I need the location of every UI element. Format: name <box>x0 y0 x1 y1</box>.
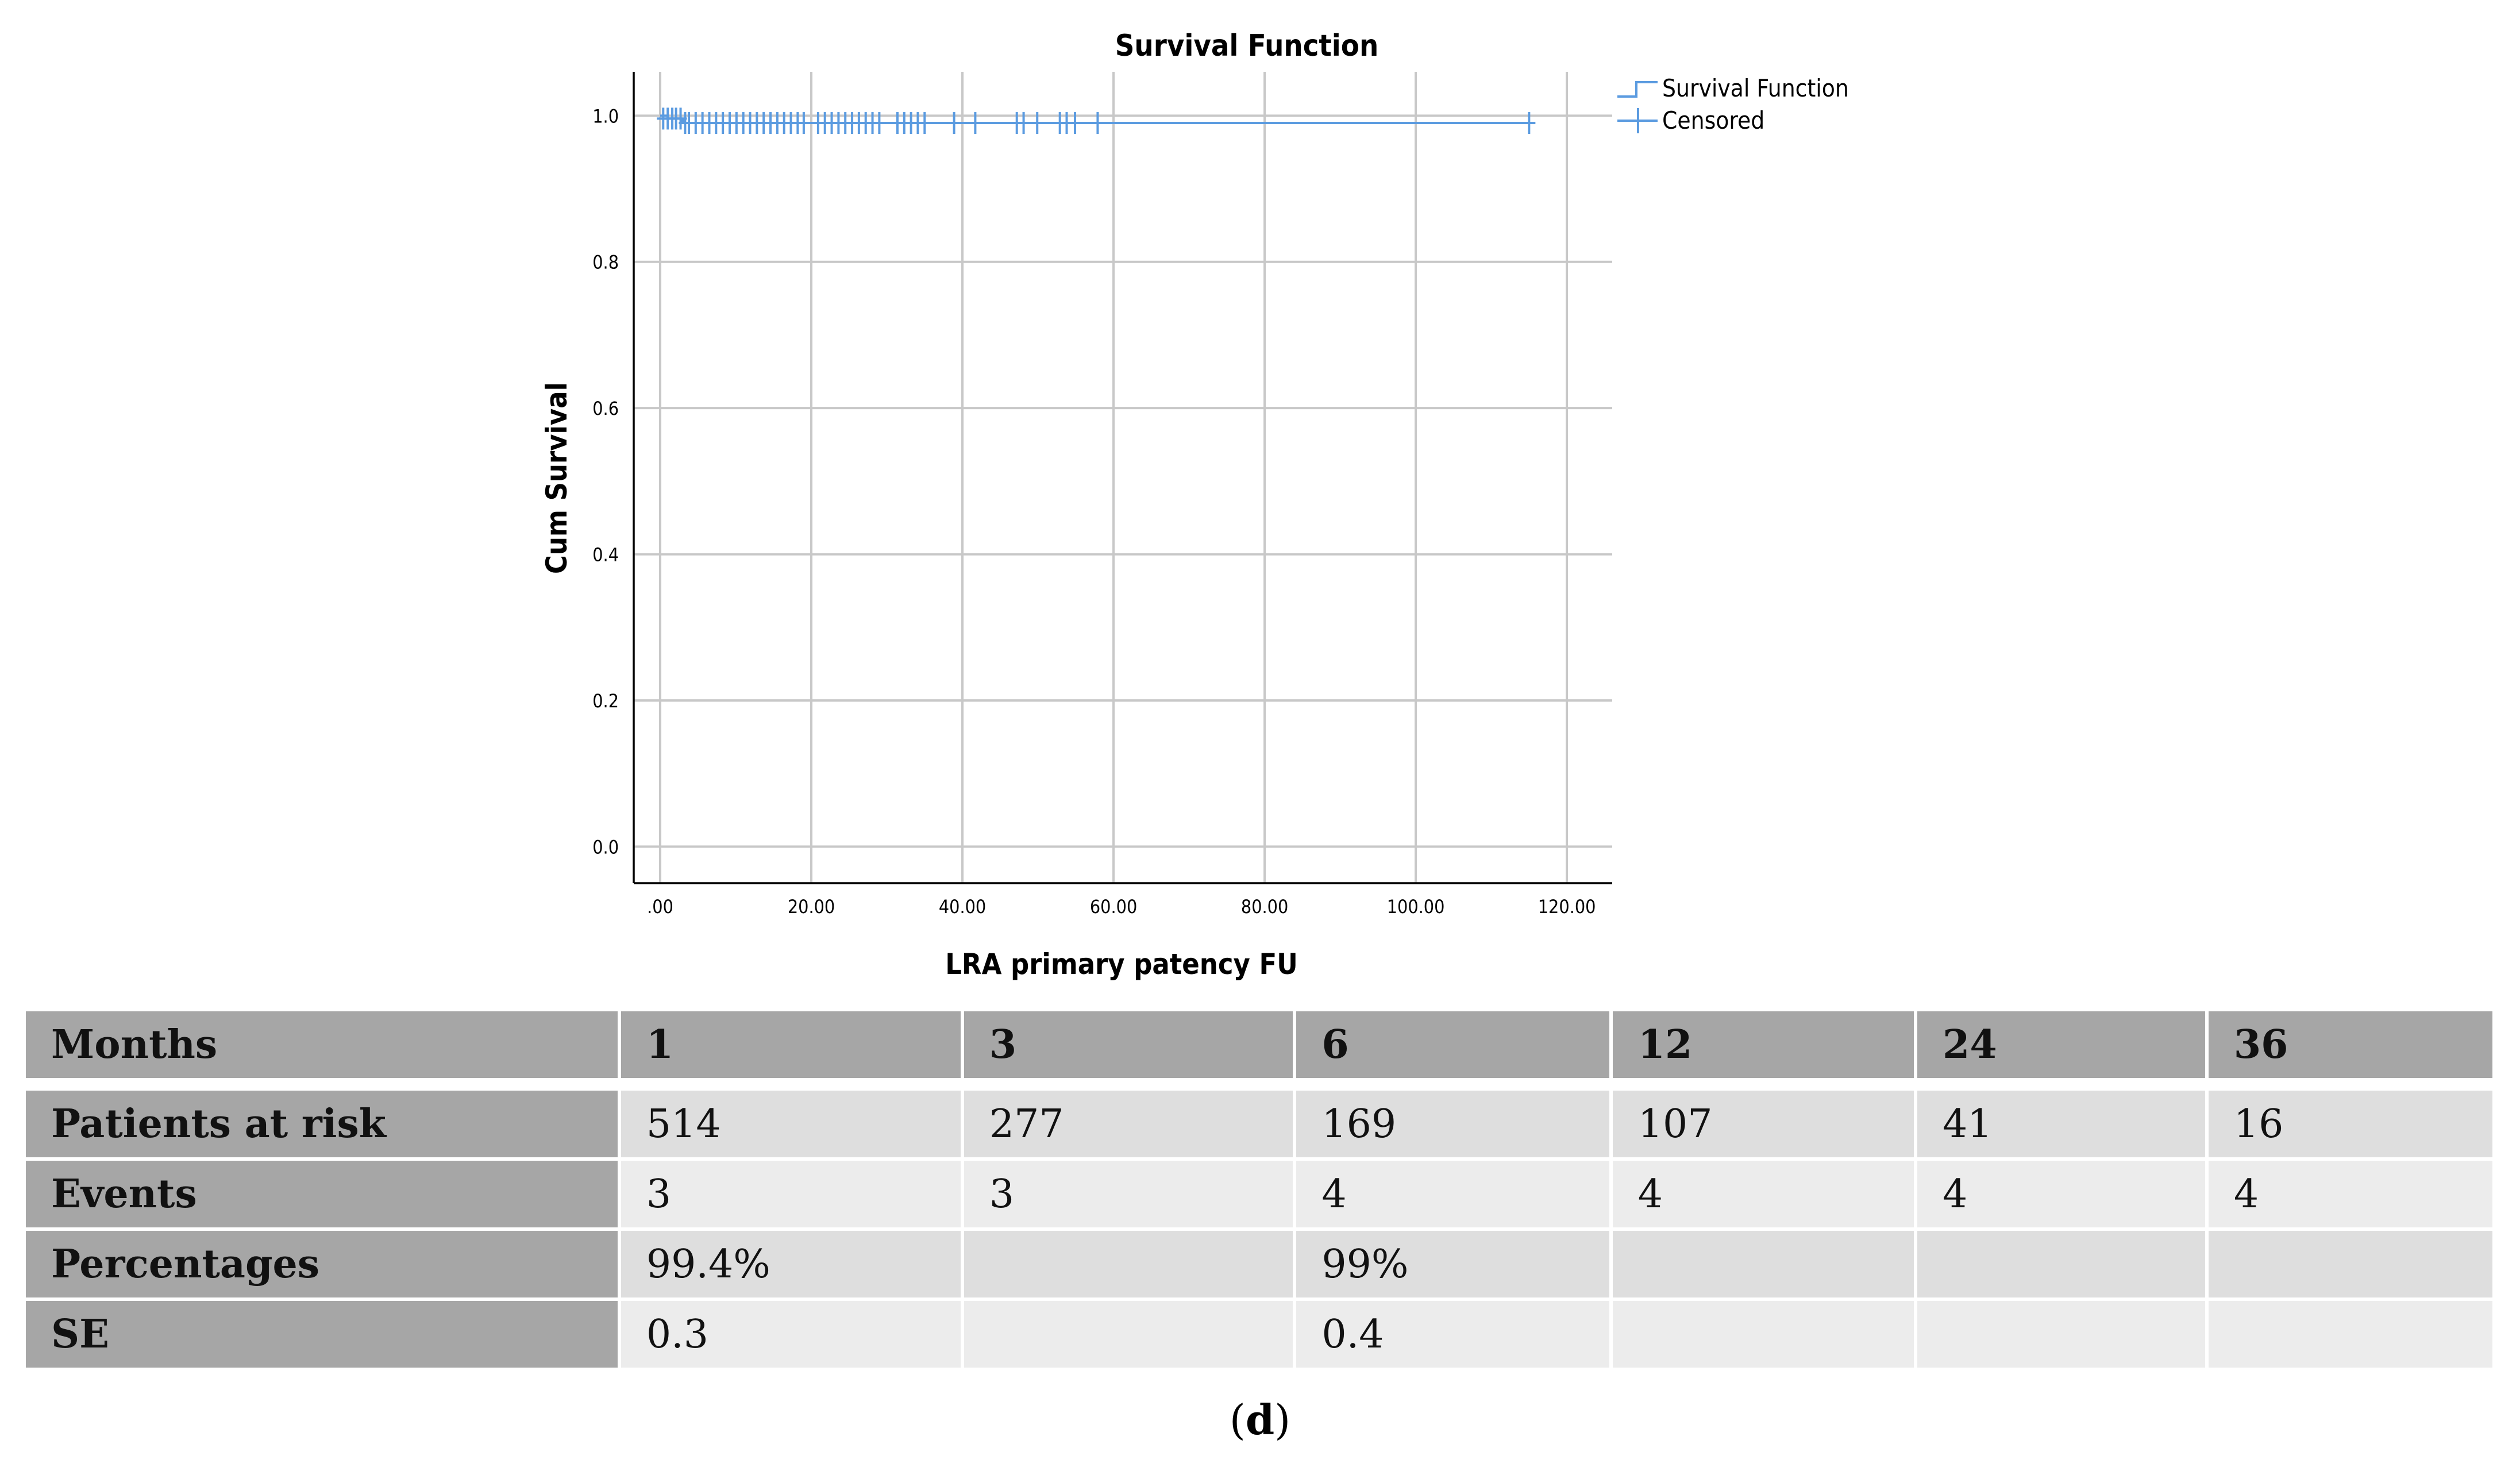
x-tick-label: 80.00 <box>1241 896 1288 918</box>
table-cell: 99% <box>1296 1231 1609 1301</box>
legend-label-censored: Censored <box>1662 106 1764 134</box>
table-cell <box>1917 1231 2205 1301</box>
y-axis-label: Cum Survival <box>540 382 573 574</box>
series <box>657 107 1536 134</box>
table-row: Patients at risk 514 277 169 107 41 16 <box>26 1091 2492 1161</box>
caption-open-paren: ( <box>1229 1396 1246 1444</box>
table-cell: 4 <box>2208 1161 2492 1231</box>
y-tick-label: 0.4 <box>592 544 619 566</box>
table-cell: 277 <box>964 1091 1293 1161</box>
table-cell: 514 <box>621 1091 961 1161</box>
caption-letter: d <box>1245 1395 1275 1444</box>
table-header-cell: 6 <box>1296 1011 1609 1078</box>
table-cell <box>2208 1231 2492 1301</box>
table-row: Events 3 3 4 4 4 4 <box>26 1161 2492 1231</box>
row-label: Patients at risk <box>26 1091 618 1161</box>
table-row: Percentages 99.4% 99% <box>26 1231 2492 1301</box>
row-label: Percentages <box>26 1231 618 1301</box>
table-cell: 0.4 <box>1296 1301 1609 1371</box>
row-label: Events <box>26 1161 618 1231</box>
x-tick-label: .00 <box>647 896 673 918</box>
y-tick-label: 0.8 <box>592 252 619 274</box>
x-tick-label: 20.00 <box>788 896 835 918</box>
censored-marker <box>797 112 810 134</box>
legend-step-swatch <box>1617 81 1658 98</box>
table-cell: 3 <box>621 1161 961 1231</box>
table-header-cell: 36 <box>2208 1011 2492 1078</box>
legend-item-survival-function: Survival Function <box>1617 74 1849 102</box>
table-row: SE 0.3 0.4 <box>26 1301 2492 1371</box>
censored-marker <box>918 112 931 134</box>
censored-marker <box>1017 112 1030 134</box>
table-cell: 4 <box>1917 1161 2205 1231</box>
table-header-cell: 1 <box>621 1011 961 1078</box>
table-header-row: Months 1 3 6 12 24 36 <box>26 1011 2492 1078</box>
table-cell: 16 <box>2208 1091 2492 1161</box>
legend-item-censored: Censored <box>1617 106 1764 134</box>
censored-marker <box>873 112 886 134</box>
table-header-cell: 12 <box>1612 1011 1914 1078</box>
censored-marker <box>947 112 961 134</box>
table-cell <box>964 1231 1293 1301</box>
risk-table: Months 1 3 6 12 24 36 Patients at risk 5… <box>22 1011 2496 1371</box>
table-cell: 107 <box>1612 1091 1914 1161</box>
table-cell <box>1612 1231 1914 1301</box>
chart-title: Survival Function <box>1115 29 1379 63</box>
y-tick-label: 0.2 <box>592 690 619 712</box>
table-cell: 4 <box>1612 1161 1914 1231</box>
figure-caption: (d) <box>0 1395 2520 1444</box>
survival-chart: Survival Function .00 20.00 40.00 60.00 80.0… <box>540 29 1849 981</box>
table-cell: 3 <box>964 1161 1293 1231</box>
table-cell <box>964 1301 1293 1371</box>
censored-marker <box>1068 112 1081 134</box>
table-header-cell: 24 <box>1917 1011 2205 1078</box>
table-cell: 99.4% <box>621 1231 961 1301</box>
y-tick-label: 0.6 <box>592 398 619 419</box>
x-axis-label: LRA primary patency FU <box>945 948 1297 981</box>
row-label: SE <box>26 1301 618 1371</box>
axes <box>633 72 1612 884</box>
censored-marker <box>1031 112 1044 134</box>
caption-close-paren: ) <box>1274 1396 1291 1444</box>
y-tick-label: 0.0 <box>592 836 619 858</box>
table-header-cell: 3 <box>964 1011 1293 1078</box>
table-gap <box>26 1078 2492 1091</box>
tick-labels: .00 20.00 40.00 60.00 80.00 100.00 120.00 0.0 0.… <box>592 105 1596 918</box>
gridlines <box>634 72 1612 883</box>
censored-marker <box>969 112 982 134</box>
y-tick-label: 1.0 <box>592 105 619 127</box>
table-cell: 169 <box>1296 1091 1609 1161</box>
x-tick-label: 60.00 <box>1090 896 1137 918</box>
censored-marker <box>1523 112 1536 134</box>
table-cell <box>2208 1301 2492 1371</box>
table-header-cell: Months <box>26 1011 618 1078</box>
legend-label-survival-function: Survival Function <box>1662 74 1849 102</box>
table-cell: 0.3 <box>621 1301 961 1371</box>
x-tick-label: 40.00 <box>939 896 986 918</box>
censored-marker <box>1091 112 1104 134</box>
table-cell <box>1612 1301 1914 1371</box>
table-cell: 41 <box>1917 1091 2205 1161</box>
table-cell <box>1917 1301 2205 1371</box>
table-cell: 4 <box>1296 1161 1609 1231</box>
x-tick-label: 100.00 <box>1387 896 1445 918</box>
x-tick-label: 120.00 <box>1538 896 1596 918</box>
legend: Survival Function Censored <box>1617 74 1849 134</box>
